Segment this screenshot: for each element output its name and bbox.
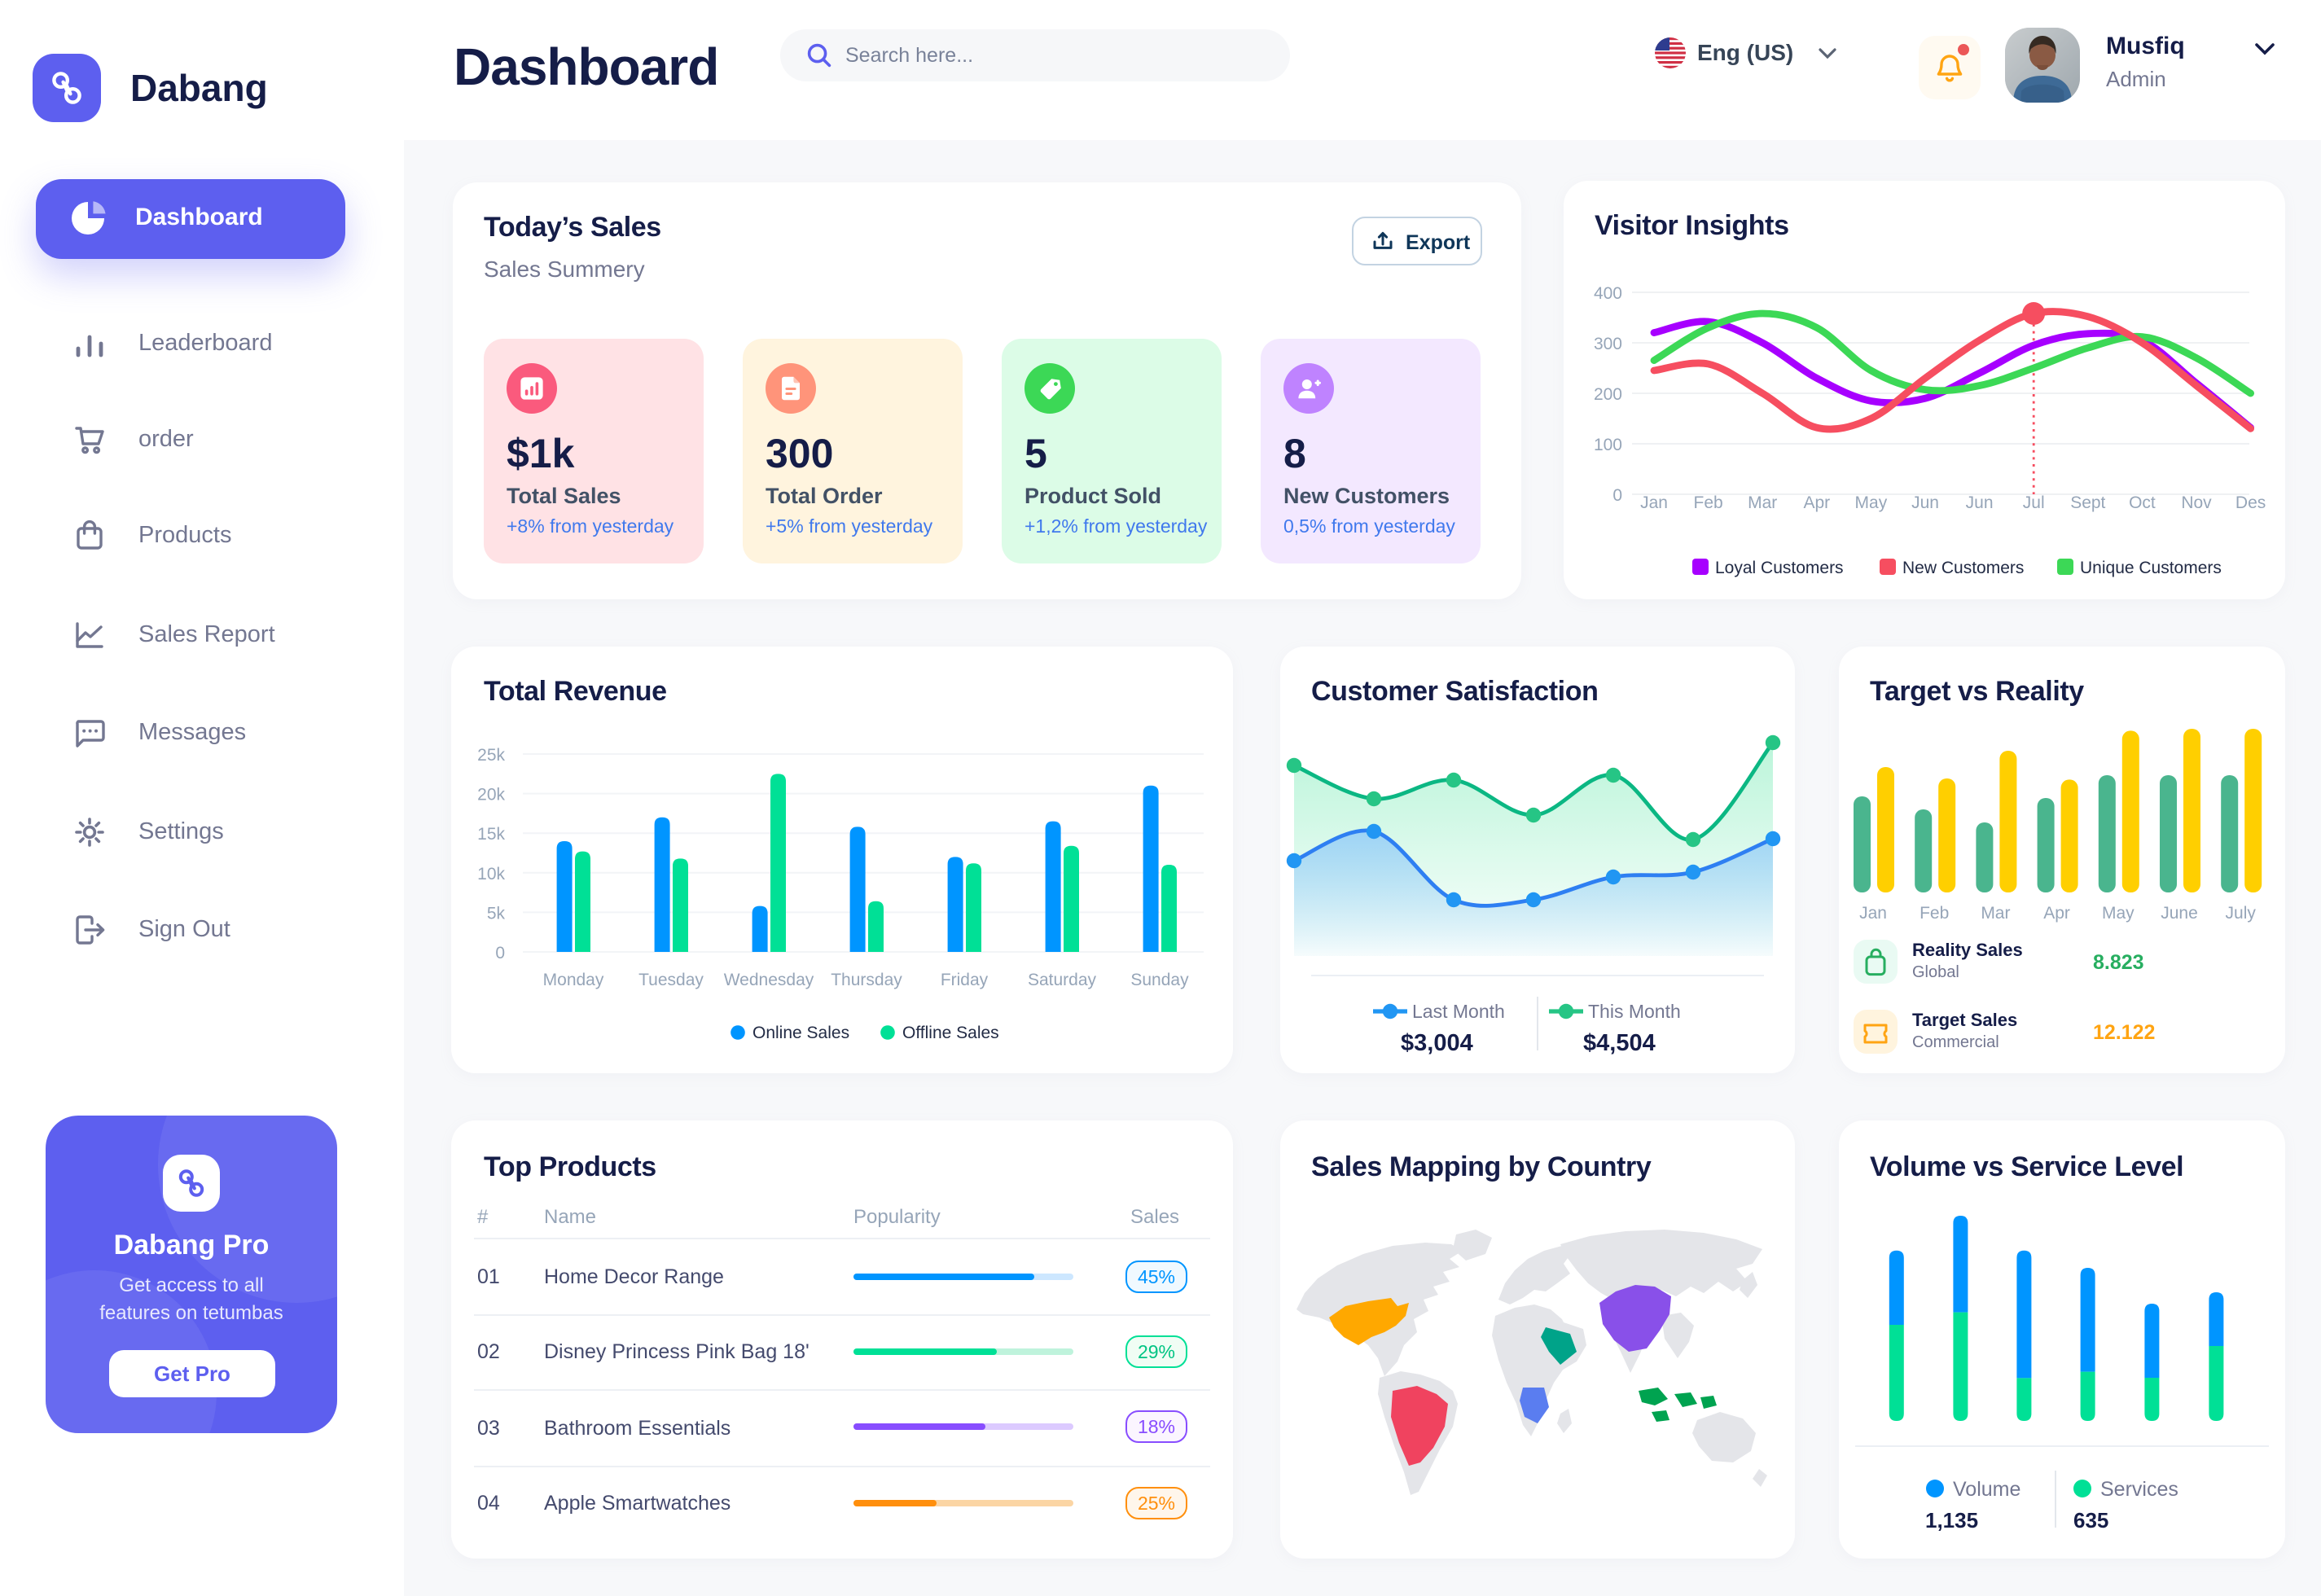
svg-text:Jun: Jun xyxy=(1911,493,1939,512)
svg-text:20k: 20k xyxy=(477,786,505,805)
svg-text:5k: 5k xyxy=(487,904,506,923)
svg-text:Offline Sales: Offline Sales xyxy=(902,1024,999,1042)
svg-text:Commercial: Commercial xyxy=(1912,1033,1999,1051)
svg-text:15k: 15k xyxy=(477,825,505,844)
svg-text:$4,504: $4,504 xyxy=(1583,1030,1656,1056)
svg-text:Online Sales: Online Sales xyxy=(752,1024,849,1042)
svg-text:Oct: Oct xyxy=(2129,493,2156,512)
svg-text:Global: Global xyxy=(1912,963,1959,981)
svg-text:0: 0 xyxy=(495,944,505,962)
svg-text:Mar: Mar xyxy=(1981,904,2010,923)
svg-text:Jul: Jul xyxy=(2023,493,2045,512)
svg-text:Volume: Volume xyxy=(1953,1478,2020,1501)
svg-text:Friday: Friday xyxy=(941,971,989,989)
svg-text:12.122: 12.122 xyxy=(2093,1021,2155,1044)
svg-text:Target Sales: Target Sales xyxy=(1912,1010,2017,1030)
svg-text:This Month: This Month xyxy=(1588,1001,1681,1022)
svg-text:Apr: Apr xyxy=(1803,493,1830,512)
svg-text:Thursday: Thursday xyxy=(831,971,902,989)
svg-text:1,135: 1,135 xyxy=(1925,1508,1978,1532)
svg-text:Des: Des xyxy=(2235,493,2266,512)
svg-text:Loyal Customers: Loyal Customers xyxy=(1715,559,1844,577)
svg-text:May: May xyxy=(2102,904,2135,923)
svg-text:Saturday: Saturday xyxy=(1028,971,1097,989)
svg-text:Feb: Feb xyxy=(1694,493,1723,512)
svg-text:300: 300 xyxy=(1594,335,1622,353)
svg-text:Tuesday: Tuesday xyxy=(638,971,704,989)
svg-text:25k: 25k xyxy=(477,746,505,765)
svg-text:100: 100 xyxy=(1594,436,1622,454)
svg-text:Monday: Monday xyxy=(543,971,604,989)
svg-text:Jun: Jun xyxy=(1966,493,1994,512)
svg-text:Reality Sales: Reality Sales xyxy=(1912,940,2023,960)
svg-text:May: May xyxy=(1855,493,1888,512)
svg-text:Wednesday: Wednesday xyxy=(724,971,814,989)
svg-text:Jan: Jan xyxy=(1859,904,1887,923)
svg-text:10k: 10k xyxy=(477,865,505,884)
svg-text:8.823: 8.823 xyxy=(2093,951,2144,974)
svg-text:0: 0 xyxy=(1612,486,1622,505)
svg-text:Nov: Nov xyxy=(2181,493,2212,512)
svg-text:Sept: Sept xyxy=(2070,493,2105,512)
svg-text:Last Month: Last Month xyxy=(1412,1001,1505,1022)
svg-text:Feb: Feb xyxy=(1920,904,1949,923)
svg-text:Sunday: Sunday xyxy=(1130,971,1189,989)
svg-text:$3,004: $3,004 xyxy=(1401,1030,1473,1056)
svg-text:July: July xyxy=(2226,904,2257,923)
svg-text:Apr: Apr xyxy=(2043,904,2070,923)
svg-text:Mar: Mar xyxy=(1748,493,1777,512)
svg-text:Jan: Jan xyxy=(1640,493,1668,512)
svg-text:Services: Services xyxy=(2100,1478,2178,1501)
svg-text:200: 200 xyxy=(1594,385,1622,404)
svg-text:400: 400 xyxy=(1594,284,1622,303)
svg-text:June: June xyxy=(2161,904,2198,923)
svg-text:New Customers: New Customers xyxy=(1902,559,2024,577)
svg-text:Unique Customers: Unique Customers xyxy=(2080,559,2222,577)
svg-text:635: 635 xyxy=(2073,1508,2108,1532)
